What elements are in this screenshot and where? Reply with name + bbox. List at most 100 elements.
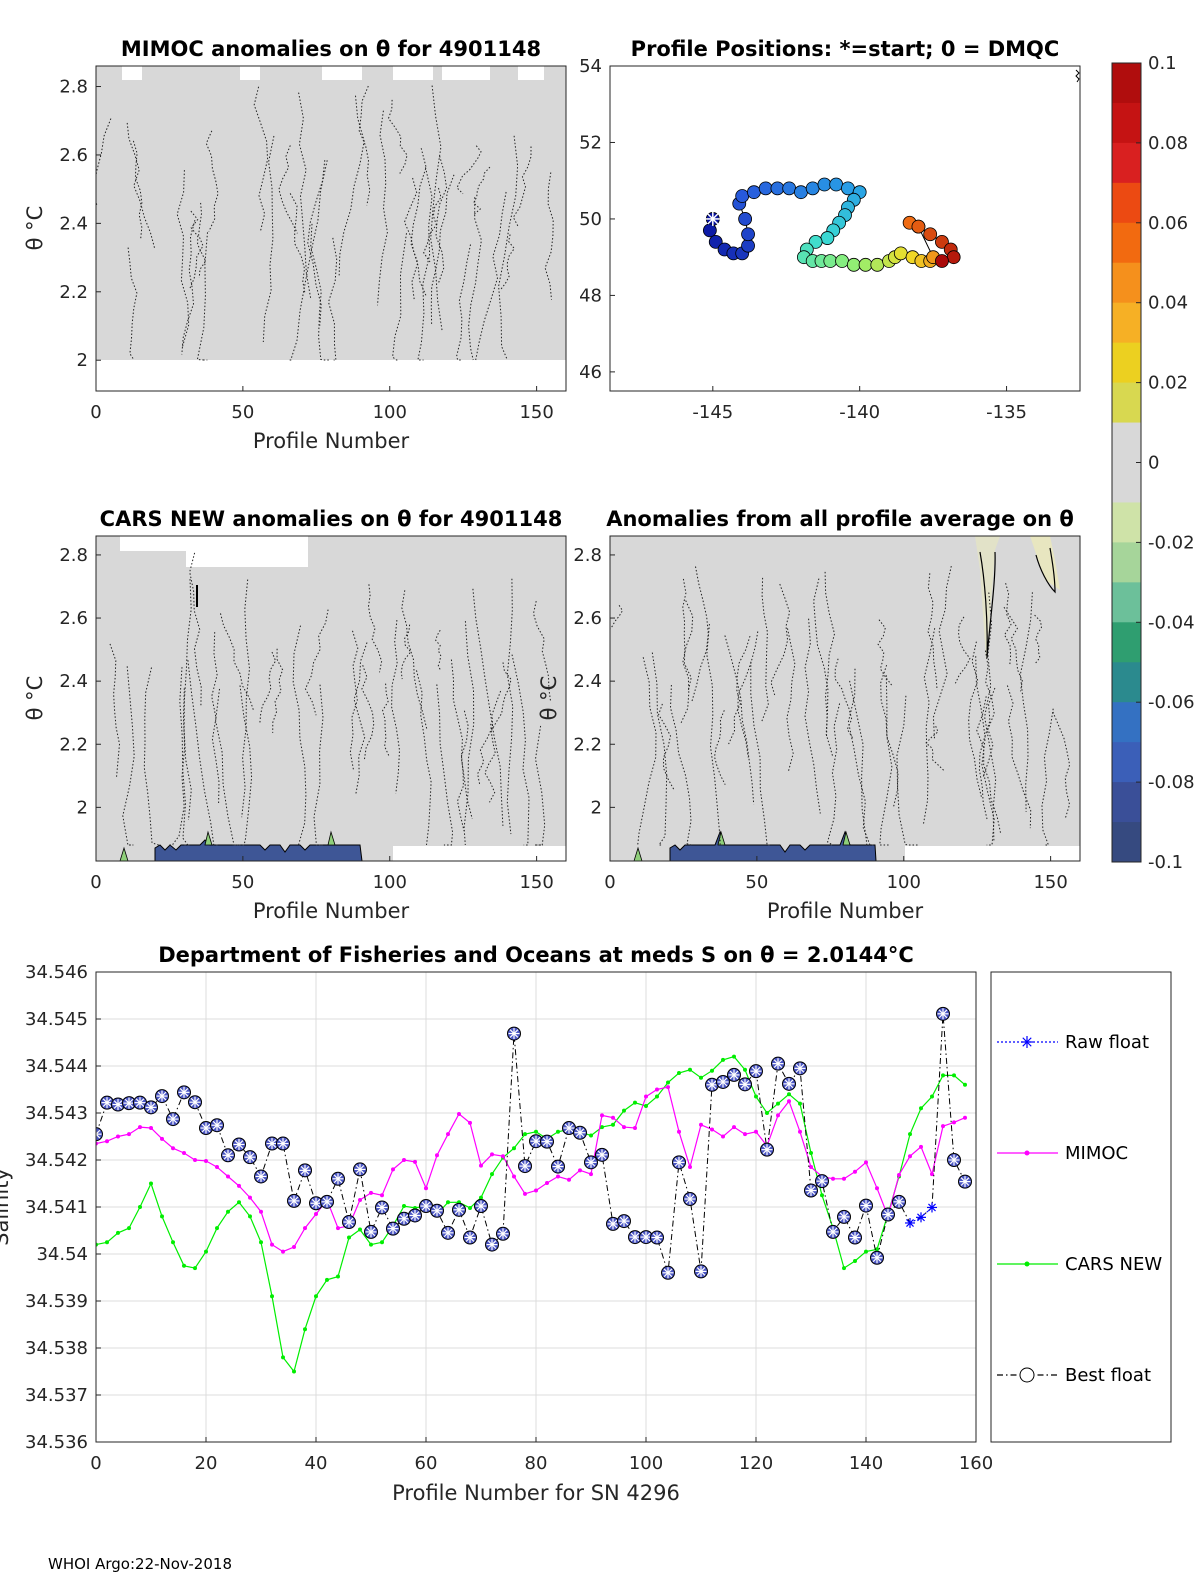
best-float-star [652,1233,662,1242]
cars-new-point [468,1205,472,1210]
positions-axes-box [609,65,1081,392]
best-float-point [749,1064,763,1079]
cars-new-point [479,1195,483,1200]
position-track [702,177,961,272]
contour-line [187,660,219,846]
best-float-star [564,1123,574,1133]
mimoc-point [369,1190,373,1195]
mimoc-point [611,1115,615,1120]
colorbar-bands [1112,63,1141,863]
best-float-star [938,1009,948,1019]
cars-new-point [622,1108,626,1113]
cars-new-point [732,1054,736,1059]
cars-new-point [776,1101,780,1106]
mimoc-point [105,1139,109,1144]
best-float-point [661,1265,675,1280]
footer-credit: WHOI Argo:22-Nov-2018 [48,1555,232,1573]
mimoc-point [226,1174,230,1179]
cars-new-point [721,1057,725,1062]
contour-line [834,658,854,740]
colorbar-tick-label: -0.04 [1148,612,1195,633]
allavg-ylabel: θ °C [537,676,561,721]
best-float-point [837,1209,851,1224]
best-float-point [188,1095,202,1110]
cars-new-point [666,1080,670,1085]
colorbar-band [1112,542,1141,583]
best-float-point [628,1230,642,1245]
allavg-xticks: 0 50 100 150 [604,856,1068,893]
best-float-point [111,1097,125,1112]
best-float-star [454,1205,464,1215]
best-float-star [718,1077,728,1087]
best-float-point [375,1200,389,1215]
colorbar-band [1112,582,1141,623]
cars-blank-1 [120,536,186,551]
salinity-xtick-label: 60 [415,1453,438,1474]
mimoc-point [292,1244,296,1249]
allavg-contours [610,565,1071,846]
cars-new-point [787,1092,791,1097]
allavg-xtick-label: 150 [1033,872,1067,893]
allavg-ytick-label: 2.2 [573,734,602,755]
colorbar-band [1112,63,1141,104]
mimoc-point [677,1129,681,1134]
cars-new-point [336,1274,340,1279]
mimoc-anomaly-fill [96,66,566,360]
best-float-point [760,1142,774,1157]
mimoc-point [259,1209,263,1214]
best-float-star [432,1206,442,1216]
contour-line [435,155,448,285]
colorbar-ticks: 0.1 0.08 0.06 0.04 0.02 0 -0.02 -0.04 -0.06 -0.08… [1136,53,1195,873]
legend-box [990,971,1172,1443]
salinity-title: Department of Fisheries and Oceans at me… [158,943,914,967]
best-float-point [342,1215,356,1230]
cars-new-point [402,1204,406,1209]
legend-label: CARS NEW [1065,1254,1162,1275]
contour-line [534,725,546,846]
mimoc-point [490,1152,494,1157]
profile-position-marker [829,177,844,192]
coast-fragment [1075,69,1080,83]
mimoc-point [853,1169,857,1174]
best-float-point [232,1137,246,1152]
colorbar-band [1112,622,1141,663]
contour-line [211,632,220,804]
mimoc-point [424,1186,428,1191]
mimoc-point [666,1085,670,1090]
best-float-star [465,1233,475,1242]
best-float-point [353,1162,367,1177]
best-float-star [289,1196,299,1206]
colorbar-band [1112,662,1141,703]
best-float-point [243,1150,257,1165]
best-float-point [474,1199,488,1214]
mimoc-point [963,1115,967,1120]
best-float-star [575,1128,585,1138]
salinity-ytick-label: 34.544 [25,1056,88,1077]
contour-line [435,629,442,672]
positions-ytick-label: 48 [579,285,602,306]
best-float-point [463,1230,477,1245]
cars-new-point [490,1172,494,1177]
contour-line [423,187,442,263]
best-float-point [155,1089,169,1104]
salinity-ytick-label: 34.541 [25,1197,88,1218]
mimoc-point [270,1242,274,1247]
cars-new-point [798,1101,802,1106]
profile-position-marker [820,231,835,245]
contour-line [610,605,624,630]
mimoc-ytick-label: 2.8 [59,77,88,98]
contour-line [506,578,514,835]
positions-ytick-label: 50 [579,209,602,230]
cars-ytick-label: 2.6 [59,608,88,629]
best-float-star [113,1100,123,1109]
contour-line [475,191,507,361]
contour-line [450,659,473,819]
cars-new-point [215,1226,219,1231]
contour-line [932,565,952,739]
profile-position-marker [817,177,832,192]
best-float-star [96,1129,101,1135]
cars-new-point [303,1327,307,1332]
contour-line [1052,711,1071,818]
allavg-title: Anomalies from all profile average on θ [606,507,1074,531]
best-float-point [936,1006,950,1021]
